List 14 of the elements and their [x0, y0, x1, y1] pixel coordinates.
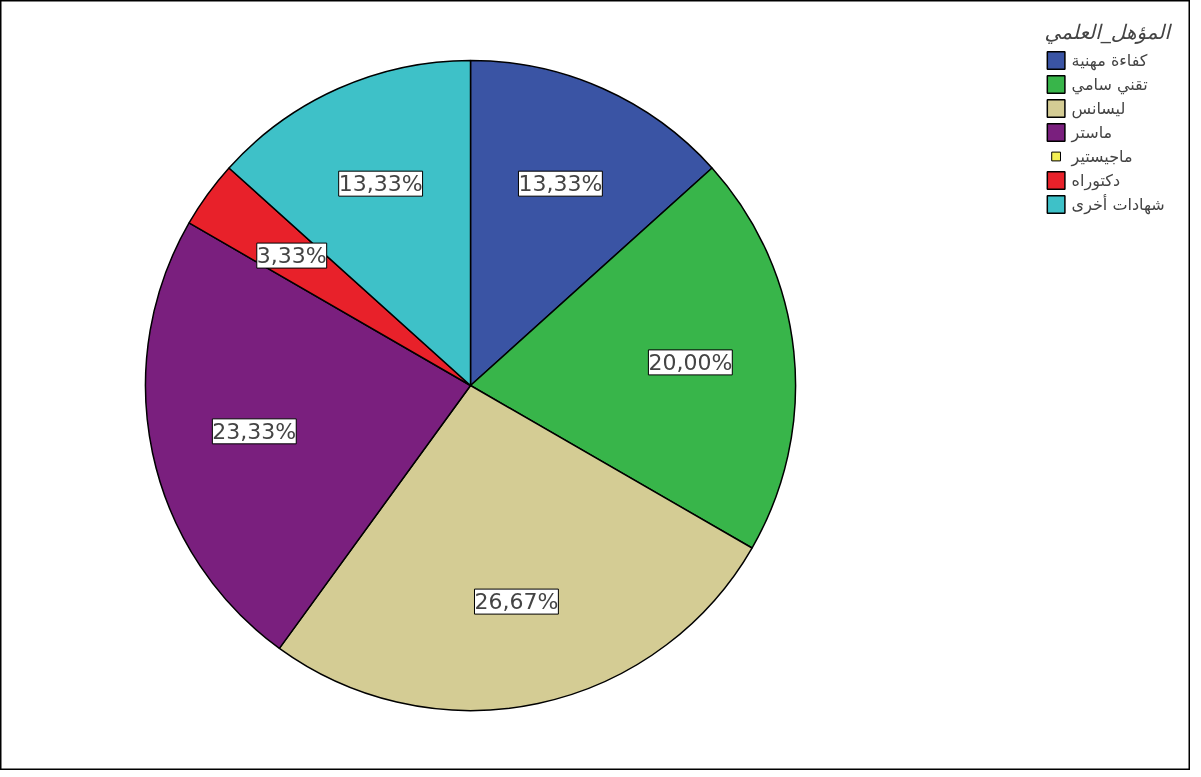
legend-label: تقني سامي	[1071, 73, 1148, 95]
legend-label: ليسانس	[1071, 97, 1126, 119]
data-label: 20,00%	[648, 349, 733, 375]
data-label: 23,33%	[212, 418, 297, 444]
data-label: 3,33%	[256, 243, 327, 269]
legend-label: كفاءة مهنية	[1071, 49, 1148, 71]
legend-title: المؤهل_العلمي	[1044, 20, 1170, 44]
legend-label: دكتوراه	[1071, 169, 1120, 191]
legend-label: شهادات أخرى	[1071, 193, 1165, 215]
data-label: 13,33%	[518, 171, 603, 197]
data-label: 26,67%	[474, 589, 559, 615]
data-label: 13,33%	[338, 171, 423, 197]
legend-label: ماستر	[1071, 121, 1113, 143]
legend-label: ماجيستير	[1071, 145, 1133, 167]
